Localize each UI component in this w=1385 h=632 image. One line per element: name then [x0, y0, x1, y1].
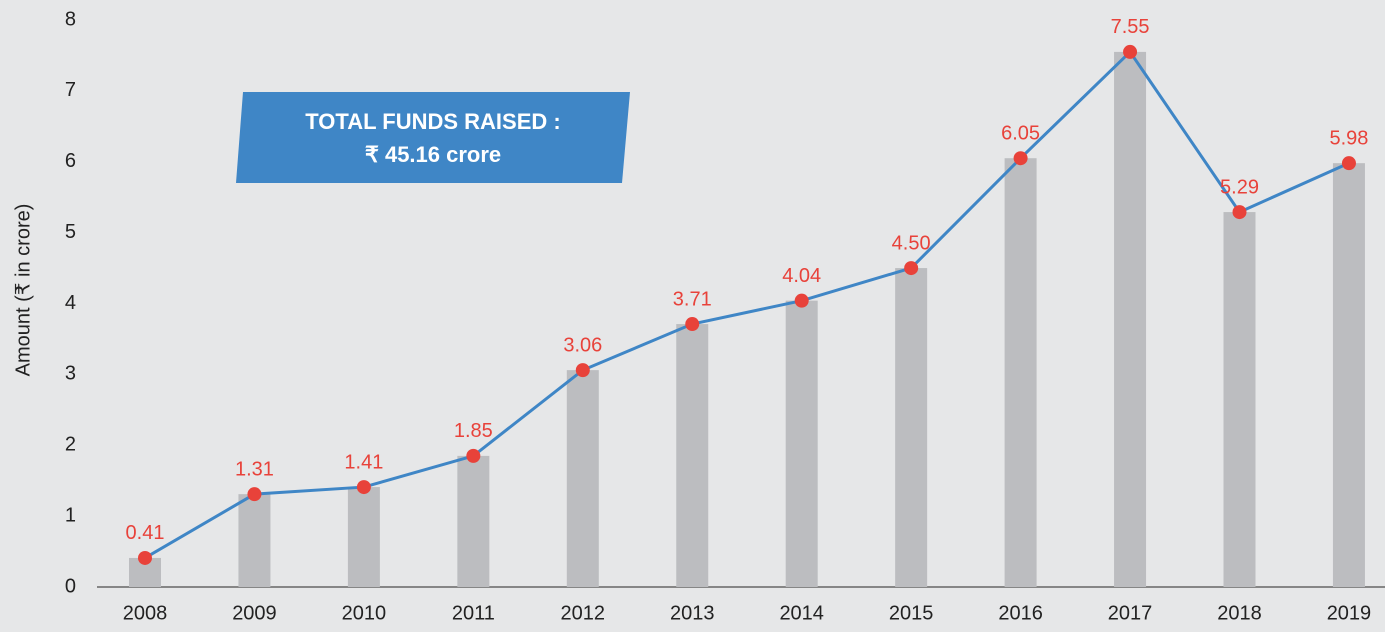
line	[144, 49, 1350, 560]
data-label: 5.29	[1220, 176, 1259, 198]
x-tick-label: 2018	[1217, 602, 1262, 624]
marker	[466, 448, 481, 463]
bar	[347, 487, 380, 587]
x-tick-label: 2009	[232, 602, 277, 624]
y-tick-label: 7	[65, 79, 76, 101]
annotation-box	[236, 92, 630, 183]
y-tick-label: 3	[65, 363, 76, 385]
x-tick-label: 2017	[1108, 602, 1153, 624]
data-label: 3.06	[563, 334, 602, 356]
x-tick-label: 2014	[779, 602, 824, 624]
marker	[1123, 44, 1138, 59]
y-tick-label: 5	[65, 221, 76, 243]
bar	[785, 300, 818, 587]
bar	[238, 494, 271, 587]
x-tick-label: 2013	[670, 602, 715, 624]
x-tick-label: 2012	[561, 602, 606, 624]
x-tick-label: 2008	[123, 602, 168, 624]
bar	[1004, 158, 1037, 588]
data-label: 1.41	[344, 451, 383, 473]
x-tick-label: 2015	[889, 602, 934, 624]
data-label: 4.50	[892, 232, 931, 254]
annotation-text: TOTAL FUNDS RAISED :	[305, 109, 560, 134]
marker	[575, 363, 590, 378]
y-tick-label: 4	[65, 292, 76, 314]
bar	[1114, 51, 1147, 588]
bar	[566, 370, 599, 587]
y-tick-label: 1	[65, 504, 76, 526]
y-tick-label: 2	[65, 434, 76, 456]
x-tick-label: 2016	[998, 602, 1043, 624]
y-axis-label: Amount (₹ in crore)	[12, 204, 34, 377]
bar	[1332, 163, 1365, 588]
data-label: 5.98	[1329, 127, 1368, 149]
marker	[138, 550, 152, 565]
data-label: 4.04	[782, 265, 821, 287]
marker	[794, 293, 809, 308]
data-label: 6.05	[1001, 122, 1040, 144]
data-label: 1.85	[454, 420, 493, 442]
x-tick-label: 2010	[342, 602, 387, 624]
y-tick-label: 8	[65, 8, 76, 30]
y-tick-label: 0	[65, 575, 76, 597]
data-label: 3.71	[673, 288, 712, 310]
bar	[1223, 212, 1256, 588]
marker	[356, 480, 371, 495]
data-label: 7.55	[1111, 16, 1150, 38]
data-label: 0.41	[126, 522, 165, 544]
x-tick-label: 2011	[452, 602, 495, 624]
marker	[904, 261, 919, 276]
annotation-text: ₹ 45.16 crore	[365, 142, 501, 167]
marker	[1232, 205, 1247, 220]
x-tick-label: 2019	[1327, 602, 1372, 624]
bar	[895, 268, 928, 587]
marker	[1013, 151, 1028, 166]
marker	[247, 487, 262, 502]
bar	[457, 455, 490, 587]
y-tick-label: 6	[65, 150, 76, 172]
marker	[1341, 156, 1356, 171]
marker	[685, 317, 700, 332]
data-label: 1.31	[235, 458, 274, 480]
bar	[676, 324, 709, 587]
